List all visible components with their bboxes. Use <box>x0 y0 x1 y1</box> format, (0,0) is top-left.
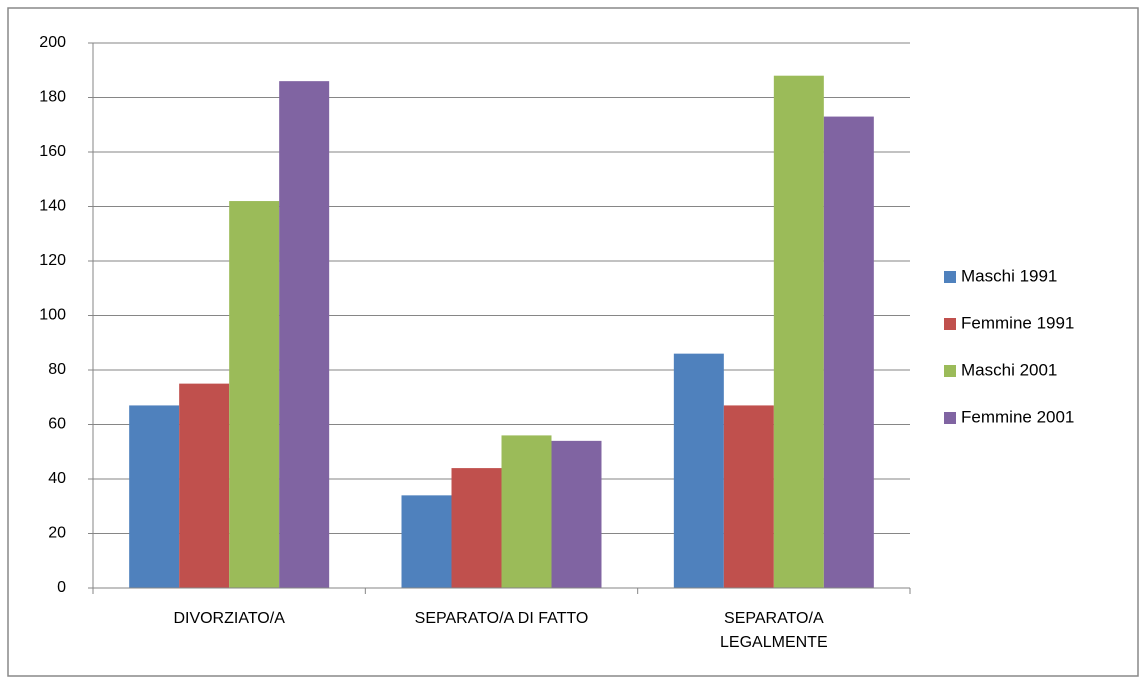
legend-swatch <box>944 412 956 424</box>
bar <box>179 383 230 588</box>
bar <box>823 116 874 588</box>
y-tick-label: 100 <box>39 307 66 324</box>
legend-swatch <box>944 271 956 283</box>
bar <box>773 75 824 588</box>
y-tick-label: 160 <box>39 143 66 160</box>
y-tick-label: 140 <box>39 198 66 215</box>
bar <box>451 468 502 588</box>
y-tick-label: 20 <box>48 525 66 542</box>
legend-swatch <box>944 365 956 377</box>
y-tick-label: 40 <box>48 470 66 487</box>
bar <box>723 405 774 588</box>
bar <box>401 495 452 588</box>
legend-swatch <box>944 318 956 330</box>
y-tick-label: 0 <box>57 579 66 596</box>
y-tick-label: 120 <box>39 252 66 269</box>
bar <box>501 435 552 588</box>
bar <box>129 405 180 588</box>
bar <box>673 353 724 588</box>
y-tick-label: 80 <box>48 361 66 378</box>
legend-label: Maschi 2001 <box>961 360 1057 379</box>
legend-label: Femmine 1991 <box>961 313 1074 332</box>
y-tick-label: 60 <box>48 416 66 433</box>
x-tick-label: SEPARATO/A DI FATTO <box>414 610 589 627</box>
x-tick-label: SEPARATO/A LEGALMENTE <box>720 610 828 651</box>
bar <box>551 440 602 588</box>
x-tick-label: DIVORZIATO/A <box>173 610 285 627</box>
y-tick-label: 200 <box>39 34 66 51</box>
legend-label: Maschi 1991 <box>961 266 1057 285</box>
legend-label: Femmine 2001 <box>961 407 1074 426</box>
bar <box>279 81 330 589</box>
y-tick-label: 180 <box>39 89 66 106</box>
bar <box>229 201 280 589</box>
